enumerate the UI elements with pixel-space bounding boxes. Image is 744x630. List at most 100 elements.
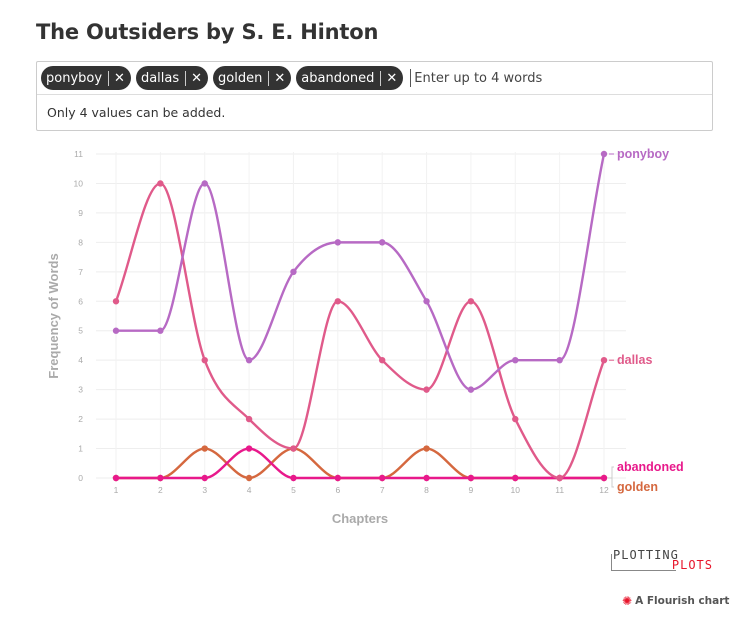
data-point-dallas[interactable] xyxy=(512,415,519,423)
data-point-golden[interactable] xyxy=(201,445,208,452)
x-tick-label: 5 xyxy=(291,485,296,495)
data-point-dallas[interactable] xyxy=(467,298,475,305)
remove-dallas-icon[interactable]: ✕ xyxy=(191,70,203,86)
data-point-dallas[interactable] xyxy=(423,386,430,393)
data-point-abandoned[interactable] xyxy=(467,474,475,482)
data-point-ponyboy[interactable] xyxy=(378,239,386,246)
series-label-dallas: dallas xyxy=(617,353,652,367)
data-point-abandoned[interactable] xyxy=(423,474,430,482)
series-label-ponyboy: ponyboy xyxy=(617,147,669,161)
series-lines xyxy=(114,153,606,480)
y-axis-label: Frequency of Words xyxy=(46,253,61,378)
data-point-dallas[interactable] xyxy=(201,356,208,364)
plotting-plots-logo: PLOTTING PLOTS xyxy=(611,548,715,572)
label-connector xyxy=(608,477,614,488)
divider xyxy=(37,94,712,95)
data-point-ponyboy[interactable] xyxy=(334,239,342,246)
tag-separator xyxy=(185,70,187,86)
data-point-abandoned[interactable] xyxy=(600,474,608,482)
data-point-abandoned[interactable] xyxy=(157,474,164,482)
data-point-ponyboy[interactable] xyxy=(157,327,164,334)
x-tick-label: 8 xyxy=(424,485,429,495)
data-point-ponyboy[interactable] xyxy=(512,356,519,364)
y-tick-label: 7 xyxy=(78,267,83,277)
logo-text-top: PLOTTING xyxy=(613,548,679,562)
data-point-golden[interactable] xyxy=(245,474,253,482)
data-point-abandoned[interactable] xyxy=(290,474,297,482)
y-tick-label: 8 xyxy=(78,237,83,247)
page-title: The Outsiders by S. E. Hinton xyxy=(36,20,379,44)
remove-golden-icon[interactable]: ✕ xyxy=(274,70,286,86)
data-point-dallas[interactable] xyxy=(600,356,608,364)
tag-golden: golden ✕ xyxy=(213,66,292,90)
x-tick-label: 11 xyxy=(555,485,564,495)
word-selector: ponyboy ✕ dallas ✕ golden ✕ abandoned ✕ … xyxy=(36,61,713,131)
tag-ponyboy: ponyboy ✕ xyxy=(41,66,131,90)
x-axis-label: Chapters xyxy=(332,511,388,526)
logo-line xyxy=(611,554,612,570)
data-point-ponyboy[interactable] xyxy=(245,356,253,364)
series-line-dallas xyxy=(114,182,606,480)
tag-separator xyxy=(380,70,382,86)
data-point-abandoned[interactable] xyxy=(512,474,519,482)
data-point-ponyboy[interactable] xyxy=(112,327,120,334)
x-tick-label: 3 xyxy=(202,485,207,495)
data-point-dallas[interactable] xyxy=(157,180,164,187)
data-point-abandoned[interactable] xyxy=(201,474,208,482)
data-point-dallas[interactable] xyxy=(245,415,253,423)
tag-separator xyxy=(108,70,110,86)
data-point-dallas[interactable] xyxy=(378,356,386,364)
tag-label: abandoned xyxy=(301,70,375,86)
data-point-abandoned[interactable] xyxy=(112,474,120,482)
data-point-ponyboy[interactable] xyxy=(423,298,430,305)
y-tick-label: 4 xyxy=(78,355,83,365)
tag-list: ponyboy ✕ dallas ✕ golden ✕ abandoned ✕ xyxy=(41,66,587,90)
data-point-golden[interactable] xyxy=(423,445,430,452)
series-line-ponyboy xyxy=(116,153,606,391)
flourish-credit-text: A Flourish chart xyxy=(635,595,730,607)
data-point-ponyboy[interactable] xyxy=(600,150,608,158)
y-tick-label: 10 xyxy=(74,178,84,188)
data-point-abandoned[interactable] xyxy=(245,445,253,452)
y-tick-label: 6 xyxy=(78,296,83,306)
y-tick-label: 1 xyxy=(78,444,83,454)
data-point-dallas[interactable] xyxy=(112,298,120,305)
flourish-credit[interactable]: ✺ A Flourish chart xyxy=(622,594,729,608)
series-label-golden: golden xyxy=(617,480,658,494)
series-points xyxy=(112,150,608,482)
tag-separator xyxy=(268,70,270,86)
y-tick-label: 5 xyxy=(78,326,83,336)
x-tick-label: 2 xyxy=(158,485,163,495)
label-connector xyxy=(608,466,614,479)
y-tick-label: 2 xyxy=(78,414,83,424)
series-line-abandoned xyxy=(116,447,604,480)
flourish-star-icon: ✺ xyxy=(622,594,633,608)
x-tick-label: 4 xyxy=(247,485,252,495)
remove-ponyboy-icon[interactable]: ✕ xyxy=(114,70,125,86)
data-point-dallas[interactable] xyxy=(556,474,563,482)
data-point-abandoned[interactable] xyxy=(334,474,342,482)
word-input[interactable] xyxy=(410,69,587,87)
data-point-ponyboy[interactable] xyxy=(556,356,563,364)
data-point-dallas[interactable] xyxy=(290,445,297,452)
tag-label: ponyboy xyxy=(46,70,103,86)
data-point-dallas[interactable] xyxy=(334,298,342,305)
x-tick-label: 6 xyxy=(335,485,340,495)
remove-abandoned-icon[interactable]: ✕ xyxy=(386,70,398,86)
x-tick-label: 10 xyxy=(511,485,521,495)
x-tick-label: 7 xyxy=(380,485,385,495)
data-point-ponyboy[interactable] xyxy=(290,268,297,276)
data-point-ponyboy[interactable] xyxy=(201,180,208,187)
y-tick-label: 3 xyxy=(78,385,83,395)
x-tick-label: 9 xyxy=(469,485,474,495)
data-point-ponyboy[interactable] xyxy=(467,386,475,393)
y-tick-label: 9 xyxy=(78,208,83,218)
series-labels: golden abandoned dallas ponyboy xyxy=(608,147,684,494)
tag-label: dallas xyxy=(140,70,180,86)
tag-abandoned: abandoned ✕ xyxy=(296,66,404,90)
tag-label: golden xyxy=(218,70,263,86)
x-tick-label: 12 xyxy=(599,485,609,495)
tag-dallas: dallas ✕ xyxy=(135,66,209,90)
data-point-abandoned[interactable] xyxy=(378,474,386,482)
